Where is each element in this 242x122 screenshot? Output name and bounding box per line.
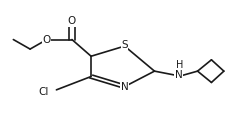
Text: S: S: [121, 40, 128, 50]
Text: O: O: [68, 16, 76, 26]
Text: H: H: [176, 60, 184, 70]
Text: N: N: [174, 70, 182, 80]
Text: O: O: [43, 35, 51, 45]
Text: Cl: Cl: [39, 87, 49, 97]
Text: N: N: [121, 82, 129, 92]
